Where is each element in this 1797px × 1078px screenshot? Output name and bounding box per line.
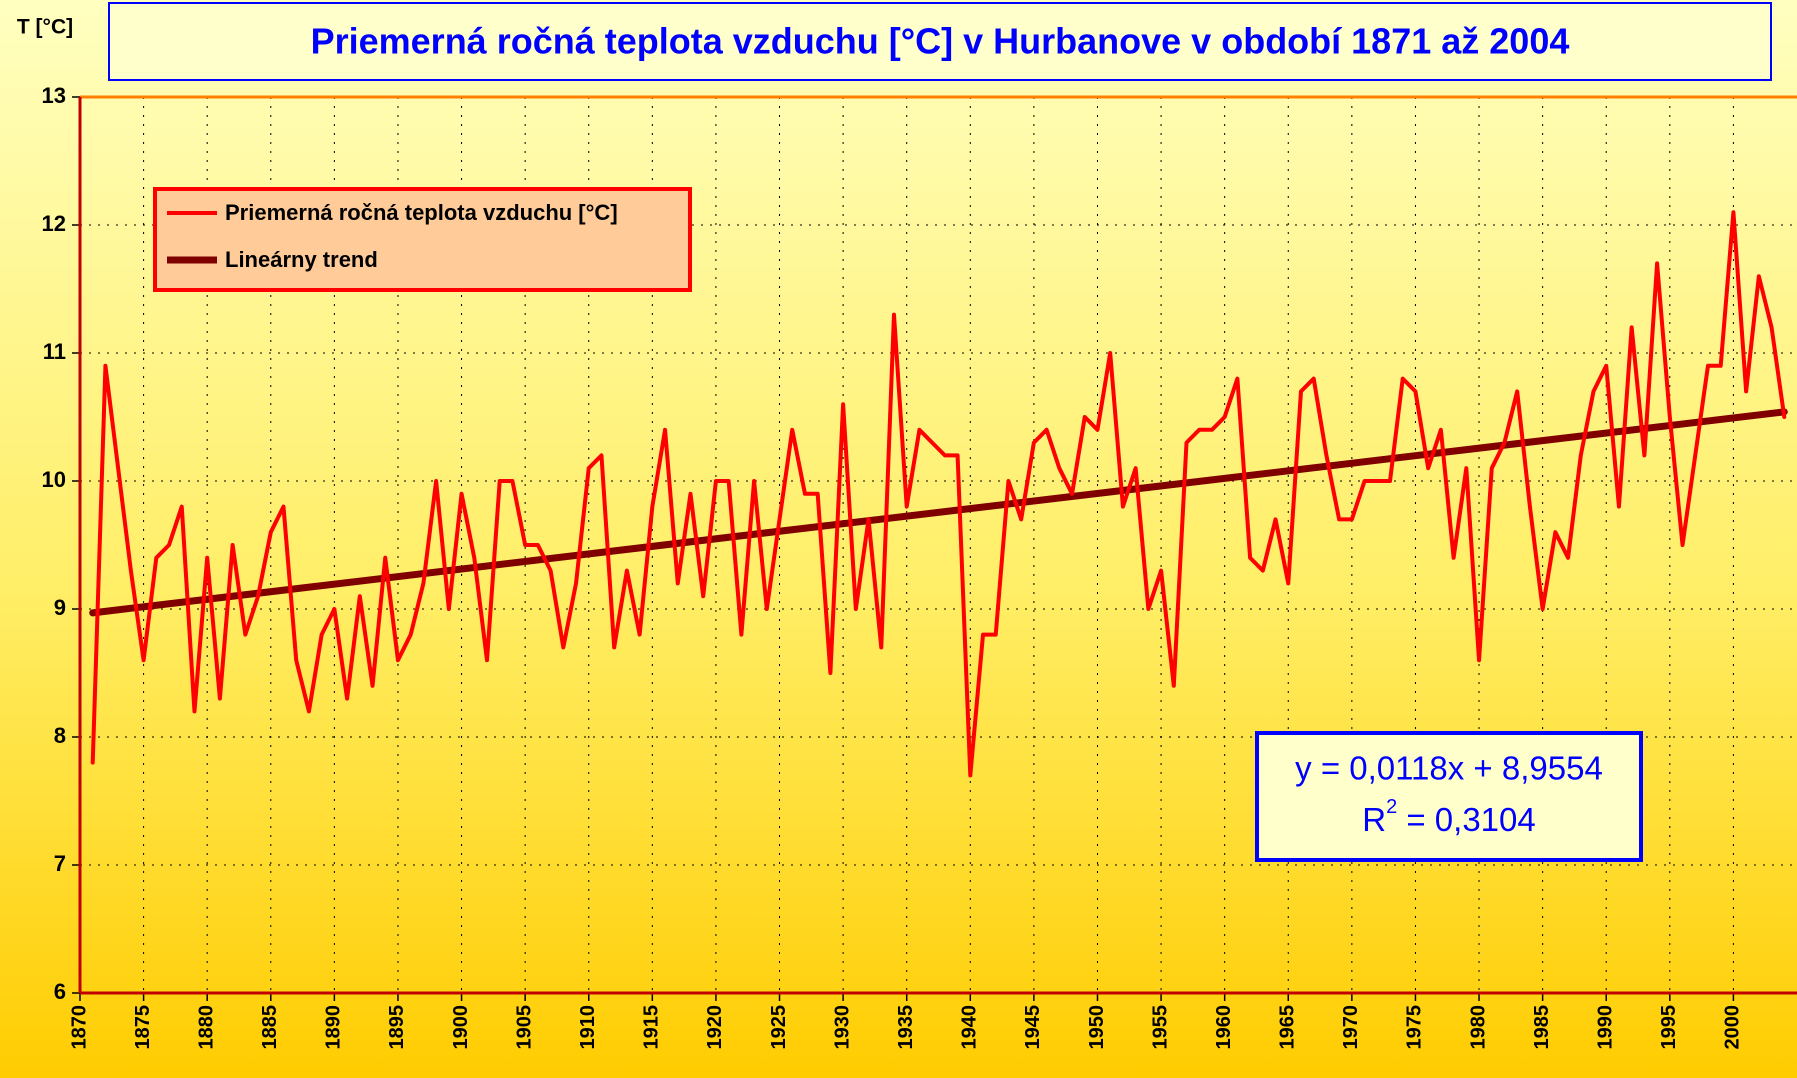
x-tick-label: 1980: [1467, 1005, 1489, 1050]
x-tick-label: 1975: [1404, 1005, 1426, 1050]
r-squared-part: 2: [1386, 796, 1397, 818]
x-tick-label: 1905: [513, 1005, 535, 1050]
x-tick-label: 1950: [1086, 1005, 1108, 1050]
x-tick-label: 1960: [1213, 1005, 1235, 1050]
x-tick-label: 1870: [68, 1005, 90, 1050]
equation-box: [1255, 731, 1643, 862]
equation: y = 0,0118x + 8,9554: [1295, 750, 1603, 787]
x-tick-label: 1900: [450, 1005, 472, 1050]
y-tick-label: 6: [54, 979, 66, 1004]
x-tick-label: 1925: [768, 1005, 790, 1050]
r-squared: R2 = 0,3104: [1362, 796, 1536, 837]
title-box: [108, 2, 1772, 81]
x-tick-label: 1965: [1277, 1005, 1299, 1050]
x-tick-label: 1985: [1531, 1005, 1553, 1050]
x-tick-label: 1995: [1658, 1005, 1680, 1050]
legend-box: [153, 187, 692, 292]
x-tick-label: 1915: [641, 1005, 663, 1050]
data-line: [90, 210, 1787, 778]
y-tick-label: 13: [42, 83, 66, 108]
x-tick-label: 1920: [704, 1005, 726, 1050]
y-axis-label: T [°C]: [17, 16, 73, 39]
y-tick-label: 8: [54, 723, 66, 748]
x-tick-label: 1945: [1022, 1005, 1044, 1050]
legend-label: Priemerná ročná teplota vzduchu [°C]: [225, 200, 618, 225]
x-tick-label: 1940: [959, 1005, 981, 1050]
r-squared-part: = 0,3104: [1397, 801, 1536, 838]
y-tick-label: 12: [42, 211, 66, 236]
x-tick-label: 1970: [1340, 1005, 1362, 1050]
x-tick-label: 1885: [259, 1005, 281, 1050]
y-tick-label: 9: [54, 595, 66, 620]
y-tick-label: 7: [54, 851, 66, 876]
x-tick-label: 1875: [132, 1005, 154, 1050]
x-tick-label: 1935: [895, 1005, 917, 1050]
x-tick-label: 1990: [1595, 1005, 1617, 1050]
y-tick-label: 10: [42, 467, 66, 492]
y-tick-label: 11: [43, 339, 66, 364]
x-tick-label: 1910: [577, 1005, 599, 1050]
x-tick-label: 1895: [386, 1005, 408, 1050]
x-tick-label: 1930: [831, 1005, 853, 1050]
x-tick-label: 1880: [195, 1005, 217, 1050]
chart-title: Priemerná ročná teplota vzduchu [°C] v H…: [311, 21, 1570, 62]
x-tick-label: 1955: [1149, 1005, 1171, 1050]
x-tick-label: 2000: [1722, 1005, 1744, 1050]
legend-label: Lineárny trend: [225, 247, 378, 272]
r-squared-part: R: [1362, 801, 1386, 838]
x-tick-label: 1890: [323, 1005, 345, 1050]
